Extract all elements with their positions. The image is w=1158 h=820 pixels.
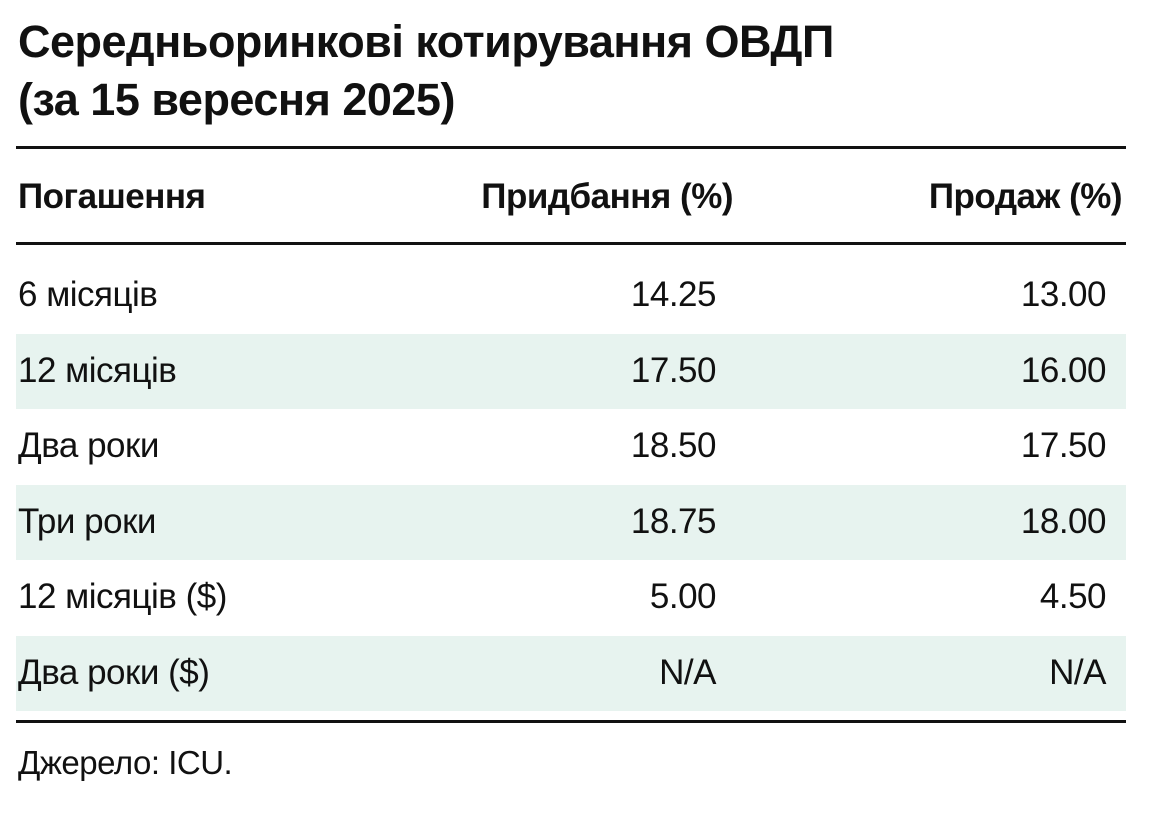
table-row: Два роки ($) N/A N/A (16, 635, 1126, 711)
value-cell: 17.50 (1020, 426, 1107, 465)
title-line: (за 15 вересня 2025) (18, 74, 455, 125)
row-label: 12 місяців ($) (18, 577, 227, 616)
header-rule (16, 242, 1126, 245)
value-cell: 5.00 (649, 577, 717, 616)
value-cell: N/A (659, 652, 716, 692)
header-cell: Погашення (18, 177, 206, 216)
value-cell: 18.00 (1020, 501, 1107, 541)
header-cell: Придбання (%) (481, 177, 733, 216)
value-cell: 18.75 (630, 501, 717, 541)
top-rule (16, 146, 1126, 149)
value-cell: 14.25 (630, 275, 717, 314)
table-row: 6 місяців 14.25 13.00 (16, 258, 1126, 333)
table-row: 12 місяців ($) 5.00 4.50 (16, 560, 1126, 635)
row-label: Два роки ($) (18, 652, 210, 692)
header-cell: Продаж (%) (928, 177, 1123, 216)
table-row: 12 місяців 17.50 16.00 (16, 333, 1126, 409)
value-cell: 13.00 (1020, 275, 1107, 314)
row-label: Три роки (18, 501, 156, 541)
value-cell: 4.50 (1039, 577, 1107, 616)
source-note: Джерело: ICU. (18, 744, 233, 781)
row-label: 6 місяців (18, 275, 158, 314)
table-row: Три роки 18.75 18.00 (16, 484, 1126, 560)
row-label: Два роки (18, 426, 159, 465)
value-cell: 16.00 (1020, 350, 1107, 390)
value-cell: N/A (1049, 652, 1106, 692)
title-line: Середньоринкові котирування ОВДП (18, 16, 834, 67)
row-label: 12 місяців (18, 350, 177, 390)
value-cell: 18.50 (630, 426, 717, 465)
bottom-rule (16, 720, 1126, 723)
value-cell: 17.50 (630, 350, 717, 390)
table-row: Два роки 18.50 17.50 (16, 409, 1126, 484)
